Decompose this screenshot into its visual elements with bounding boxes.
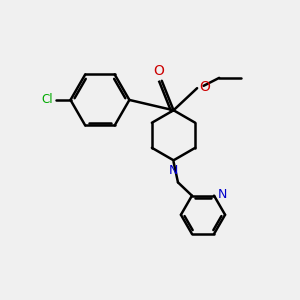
Text: O: O — [153, 64, 164, 78]
Text: N: N — [218, 188, 227, 201]
Text: O: O — [200, 80, 210, 94]
Text: N: N — [169, 164, 178, 177]
Text: Cl: Cl — [42, 93, 53, 106]
